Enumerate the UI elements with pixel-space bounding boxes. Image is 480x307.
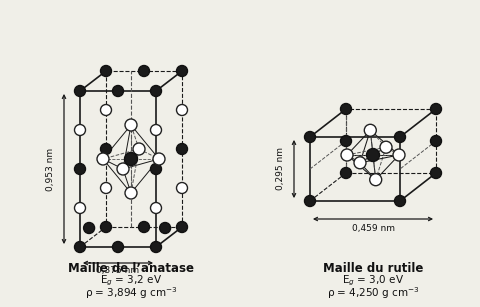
Circle shape [431, 135, 442, 146]
Circle shape [370, 174, 382, 186]
Circle shape [340, 103, 351, 115]
Text: 0,375 nm: 0,375 nm [96, 266, 140, 275]
Circle shape [177, 182, 188, 193]
Circle shape [177, 104, 188, 115]
Circle shape [304, 196, 315, 207]
Text: E$_g$ = 3,0 eV: E$_g$ = 3,0 eV [342, 274, 404, 288]
Circle shape [100, 182, 111, 193]
Circle shape [340, 135, 351, 146]
Circle shape [177, 65, 188, 76]
Circle shape [125, 119, 137, 131]
Circle shape [124, 153, 137, 165]
Circle shape [304, 131, 315, 142]
Circle shape [97, 153, 109, 165]
Circle shape [341, 149, 353, 161]
Circle shape [133, 143, 145, 155]
Circle shape [74, 242, 85, 252]
Circle shape [100, 104, 111, 115]
Circle shape [151, 203, 161, 213]
Circle shape [112, 242, 123, 252]
Circle shape [340, 168, 351, 178]
Text: 0,459 nm: 0,459 nm [351, 223, 395, 232]
Circle shape [151, 164, 161, 174]
Circle shape [84, 223, 95, 234]
Text: ρ = 3,894 g cm$^{-3}$: ρ = 3,894 g cm$^{-3}$ [84, 285, 178, 301]
Circle shape [74, 203, 85, 213]
Text: 0,953 nm: 0,953 nm [47, 147, 56, 191]
Circle shape [431, 168, 442, 178]
Circle shape [74, 86, 85, 96]
Text: ρ = 4,250 g cm$^{-3}$: ρ = 4,250 g cm$^{-3}$ [326, 285, 420, 301]
Circle shape [177, 221, 188, 232]
Circle shape [100, 143, 111, 154]
Text: Maille de l’anatase: Maille de l’anatase [68, 262, 194, 275]
Circle shape [151, 242, 161, 252]
Circle shape [139, 221, 149, 232]
Circle shape [151, 86, 161, 96]
Circle shape [367, 149, 380, 161]
Circle shape [112, 86, 123, 96]
Circle shape [139, 65, 149, 76]
Text: E$_g$ = 3,2 eV: E$_g$ = 3,2 eV [100, 274, 162, 288]
Circle shape [159, 223, 170, 234]
Circle shape [177, 143, 188, 154]
Text: 0,295 nm: 0,295 nm [276, 147, 285, 191]
Circle shape [395, 131, 406, 142]
Circle shape [125, 187, 137, 199]
Circle shape [393, 149, 405, 161]
Circle shape [117, 163, 129, 175]
Circle shape [100, 221, 111, 232]
Circle shape [395, 196, 406, 207]
Circle shape [431, 103, 442, 115]
Circle shape [74, 164, 85, 174]
Circle shape [364, 124, 376, 136]
Circle shape [100, 65, 111, 76]
Circle shape [74, 125, 85, 135]
Circle shape [151, 125, 161, 135]
Text: Maille du rutile: Maille du rutile [323, 262, 423, 275]
Circle shape [354, 157, 366, 169]
Circle shape [153, 153, 165, 165]
Circle shape [380, 141, 392, 153]
